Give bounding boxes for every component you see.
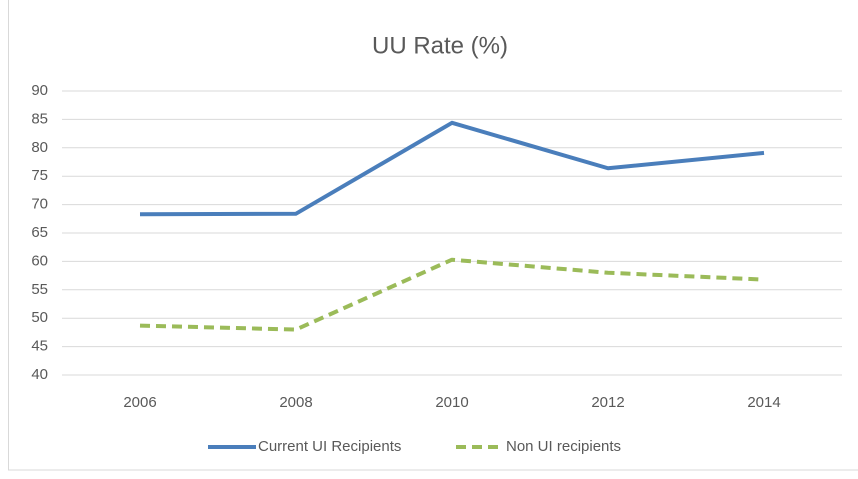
chart-title: UU Rate (%) xyxy=(372,32,508,59)
x-tick-label: 2014 xyxy=(747,394,780,411)
y-tick-label: 75 xyxy=(31,167,48,184)
legend-label: Current UI Recipients xyxy=(258,438,401,455)
x-tick-label: 2010 xyxy=(435,394,468,411)
x-tick-label: 2006 xyxy=(123,394,156,411)
series-line xyxy=(139,120,765,217)
series-line xyxy=(139,257,765,332)
y-tick-label: 50 xyxy=(31,309,48,326)
y-tick-label: 85 xyxy=(31,110,48,127)
y-tick-label: 90 xyxy=(31,82,48,99)
legend-label: Non UI recipients xyxy=(506,438,621,455)
y-tick-label: 45 xyxy=(31,338,48,355)
y-tick-label: 80 xyxy=(31,139,48,156)
x-tick-label: 2008 xyxy=(279,394,312,411)
y-tick-label: 60 xyxy=(31,252,48,269)
y-tick-label: 65 xyxy=(31,224,48,241)
y-tick-label: 70 xyxy=(31,196,48,213)
x-tick-label: 2012 xyxy=(591,394,624,411)
y-tick-label: 55 xyxy=(31,281,48,298)
y-tick-label: 40 xyxy=(31,366,48,383)
chart-frame xyxy=(8,0,858,471)
